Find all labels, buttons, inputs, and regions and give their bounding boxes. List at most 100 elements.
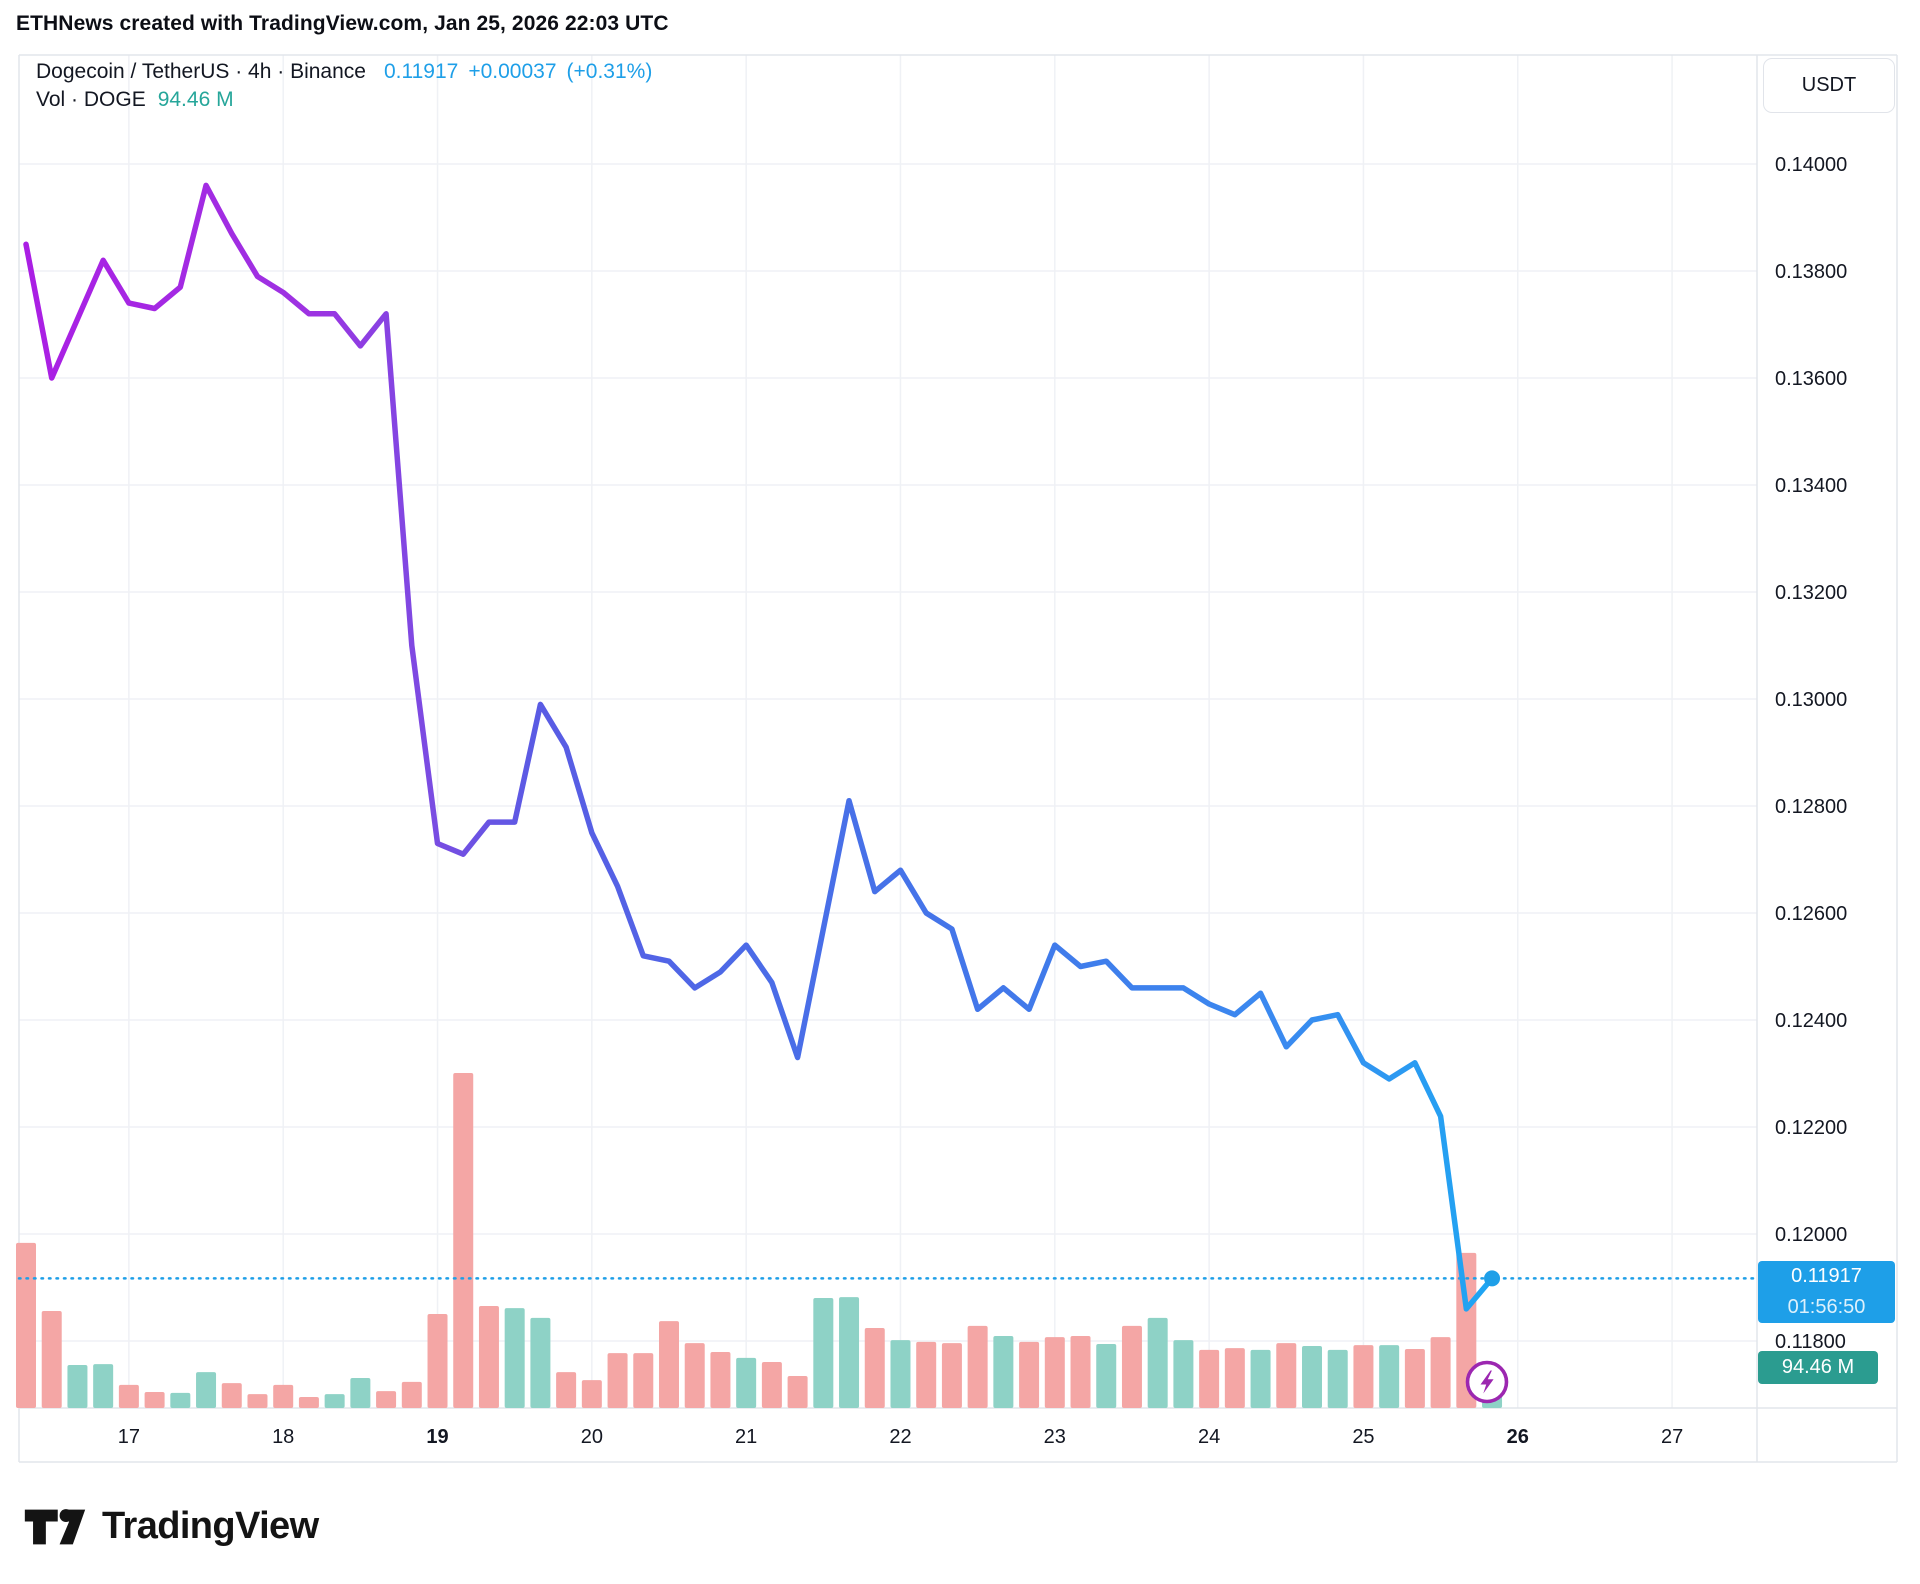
volume-bar (787, 1375, 808, 1408)
volume-bar (1379, 1345, 1400, 1408)
volume-bar (298, 1397, 319, 1408)
flash-boost-button[interactable] (1463, 1358, 1511, 1406)
time-axis-label: 23 (1044, 1426, 1066, 1448)
volume-bar (1276, 1343, 1297, 1408)
volume-bar (1250, 1349, 1271, 1408)
time-axis-label: 22 (889, 1426, 911, 1448)
volume-bar (1430, 1337, 1451, 1408)
time-axis-label: 17 (118, 1426, 140, 1448)
price-axis-label: 0.12600 (1775, 903, 1847, 925)
volume-bar (67, 1365, 88, 1408)
volume-bar (504, 1308, 525, 1408)
volume-bar (1327, 1349, 1348, 1408)
tradingview-wordmark: TradingView (102, 1505, 319, 1547)
volume-bar (1070, 1335, 1091, 1408)
volume-bar (530, 1317, 551, 1408)
volume-bar (710, 1351, 731, 1408)
volume-bar (324, 1394, 345, 1408)
volume-bar (1147, 1317, 1168, 1408)
volume-bar (1019, 1341, 1040, 1408)
price-axis-label: 0.14000 (1775, 154, 1847, 176)
volume-bar (1096, 1343, 1117, 1408)
volume-bar (736, 1357, 757, 1408)
price-axis-label: 0.13000 (1775, 689, 1847, 711)
volume-bar (401, 1381, 422, 1408)
symbol-title[interactable]: Dogecoin / TetherUS · 4h · Binance (36, 60, 366, 83)
time-axis-label: 21 (735, 1426, 757, 1448)
volume-bar (581, 1380, 602, 1408)
current-price-value: 0.11917 (1791, 1265, 1862, 1287)
volume-bar (273, 1384, 294, 1408)
time-axis-label: 19 (426, 1426, 448, 1448)
last-price-dot (1484, 1270, 1501, 1287)
volume-bar (1224, 1348, 1245, 1408)
volume-bar (221, 1383, 242, 1408)
volume-value: 94.46 M (157, 88, 234, 111)
volume-bar (1353, 1345, 1374, 1408)
volume-bar (196, 1372, 217, 1408)
tradingview-logo-icon (24, 1508, 86, 1544)
volume-bar (350, 1378, 371, 1408)
volume-bar (170, 1392, 191, 1408)
volume-bar (993, 1335, 1014, 1408)
price-axis-label: 0.13200 (1775, 582, 1847, 604)
price-axis-label: 0.12200 (1775, 1117, 1847, 1139)
current-price-badge: 0.11917 01:56:50 (1758, 1261, 1895, 1323)
chart-legend: Dogecoin / TetherUS · 4h · Binance 0.1191… (36, 58, 662, 114)
volume-bar (118, 1384, 139, 1408)
volume-bar (1199, 1349, 1220, 1408)
volume-bar (1044, 1337, 1065, 1408)
price-axis-label: 0.13600 (1775, 368, 1847, 390)
volume-bar (1302, 1346, 1322, 1408)
time-axis-label: 27 (1661, 1426, 1683, 1448)
volume-bar (1173, 1340, 1194, 1408)
time-axis-label: 20 (581, 1426, 603, 1448)
time-axis-label: 26 (1507, 1426, 1529, 1448)
price-axis-label: 0.12400 (1775, 1010, 1847, 1032)
volume-bar (144, 1391, 165, 1408)
price-axis-label: 0.12800 (1775, 796, 1847, 818)
volume-bar (761, 1362, 782, 1408)
volume-bar (967, 1325, 988, 1408)
volume-bar (659, 1321, 679, 1408)
volume-bar (839, 1297, 860, 1408)
volume-bar (890, 1340, 911, 1408)
volume-bar (93, 1364, 114, 1408)
volume-bar (41, 1311, 62, 1408)
lightning-bolt-icon (1465, 1360, 1509, 1404)
volume-bar (916, 1341, 937, 1408)
price-axis-label: 0.13800 (1775, 261, 1847, 283)
legend-change-pct: (+0.31%) (566, 60, 653, 83)
volume-bar (1121, 1325, 1142, 1408)
volume-bar (478, 1306, 499, 1408)
volume-bar (376, 1391, 397, 1408)
currency-unit-button[interactable]: USDT (1763, 58, 1895, 113)
current-volume-badge: 94.46 M (1758, 1351, 1878, 1384)
legend-change: +0.00037 (468, 60, 557, 83)
volume-bar (813, 1297, 834, 1408)
volume-bar (556, 1372, 577, 1408)
chart-header-attribution: ETHNews created with TradingView.com, Ja… (16, 12, 669, 35)
volume-bar (427, 1314, 448, 1408)
time-axis-label: 24 (1198, 1426, 1220, 1448)
price-line (23, 182, 1495, 1312)
volume-bar (864, 1327, 885, 1408)
volume-bar (633, 1353, 654, 1408)
volume-bar (607, 1353, 628, 1408)
volume-label[interactable]: Vol · DOGE (36, 88, 146, 111)
volume-bar (247, 1394, 268, 1408)
volume-bar (684, 1343, 705, 1408)
price-axis-label: 0.11800 (1775, 1331, 1846, 1353)
time-axis-label: 25 (1352, 1426, 1374, 1448)
volume-bar (941, 1343, 962, 1408)
tradingview-logo[interactable]: TradingView (23, 1505, 319, 1548)
volume-bar (453, 1072, 474, 1408)
volume-bar (16, 1242, 36, 1408)
bar-countdown-timer: 01:56:50 (1787, 1296, 1866, 1318)
time-axis-label: 18 (272, 1426, 294, 1448)
price-axis-label: 0.13400 (1775, 475, 1847, 497)
price-axis-label: 0.12000 (1775, 1224, 1847, 1246)
legend-last-price: 0.11917 (383, 60, 459, 83)
